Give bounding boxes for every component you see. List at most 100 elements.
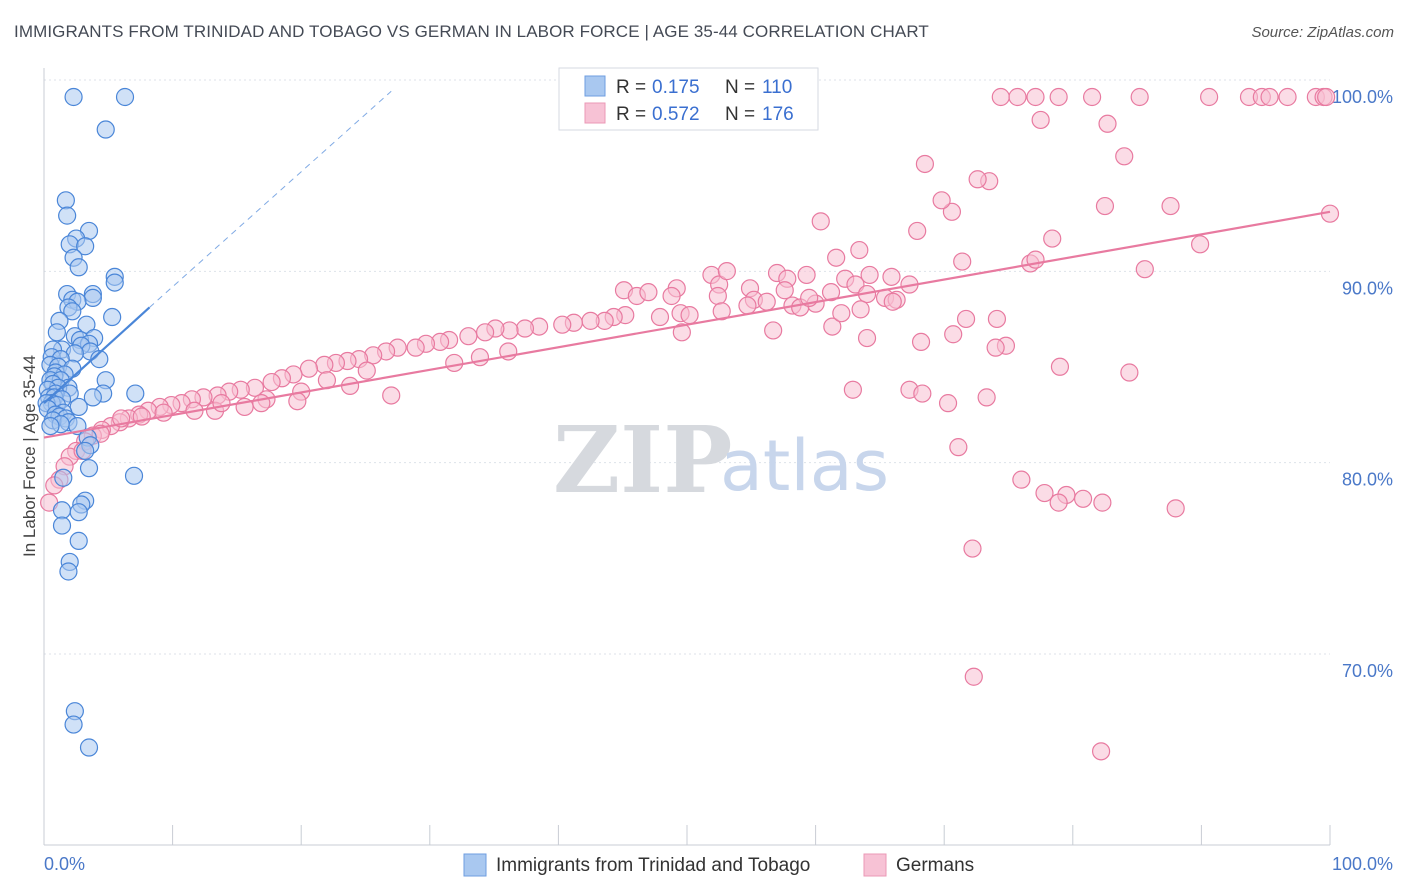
y-tick-label-90: 90.0% bbox=[1342, 278, 1393, 298]
germans-point bbox=[382, 386, 401, 405]
germans-point bbox=[738, 296, 757, 315]
germans-point bbox=[1073, 489, 1093, 508]
germans-point bbox=[911, 332, 931, 352]
germans-point bbox=[288, 392, 307, 411]
y-tick-label-80: 80.0% bbox=[1342, 470, 1393, 490]
bottom-legend-swatch-blue bbox=[463, 853, 487, 877]
germans-point bbox=[827, 248, 846, 267]
germans-point bbox=[882, 267, 901, 286]
germans-point bbox=[1200, 87, 1219, 107]
germans-point bbox=[1120, 363, 1139, 382]
trinidad-point bbox=[83, 288, 102, 307]
trinidad-point bbox=[69, 503, 88, 522]
germans-point bbox=[963, 539, 982, 558]
x-tick-label-min: 0.0% bbox=[44, 854, 85, 874]
germans-point bbox=[1115, 147, 1134, 166]
germans-point bbox=[1050, 357, 1070, 376]
y-tick-labels: 70.0% 80.0% 90.0% 100.0% bbox=[1332, 87, 1393, 681]
germans-point bbox=[956, 309, 976, 329]
trend-line-trinidad bbox=[43, 306, 151, 404]
germans-point bbox=[860, 265, 879, 285]
bottom-legend-swatch-pink bbox=[863, 853, 887, 877]
germans-point bbox=[1043, 229, 1062, 248]
germans-point bbox=[908, 221, 927, 241]
germans-point bbox=[944, 325, 963, 344]
legend-swatch-blue bbox=[584, 75, 606, 97]
trinidad-point bbox=[77, 315, 96, 334]
germans-point bbox=[832, 304, 851, 323]
germans-point bbox=[680, 306, 699, 325]
germans-point bbox=[932, 191, 951, 210]
germans-point bbox=[1093, 493, 1112, 512]
trinidad-point bbox=[52, 501, 72, 520]
germans-point bbox=[672, 323, 691, 342]
legend-n-label-blue: N = bbox=[725, 77, 755, 98]
trinidad-point bbox=[59, 562, 78, 581]
legend-r-label-pink: R = bbox=[616, 104, 646, 125]
trinidad-point bbox=[76, 237, 95, 256]
germans-point bbox=[857, 328, 877, 348]
germans-point bbox=[757, 292, 776, 311]
germans-point bbox=[1095, 196, 1115, 216]
germans-point bbox=[843, 380, 862, 399]
germans-point bbox=[712, 302, 731, 321]
trinidad-point bbox=[90, 350, 109, 369]
germans-point bbox=[662, 286, 681, 306]
trend-line-trinidad-extension bbox=[149, 90, 392, 308]
legend-n-label-pink: N = bbox=[725, 104, 755, 125]
germans-point bbox=[717, 262, 736, 281]
germans-point bbox=[262, 372, 281, 392]
germans-point bbox=[639, 283, 658, 302]
germans-point bbox=[475, 323, 495, 342]
trinidad-point bbox=[69, 531, 88, 550]
germans-point bbox=[1049, 493, 1068, 512]
germans-point bbox=[650, 307, 670, 327]
trinidad-point bbox=[124, 466, 144, 485]
stats-legend: R = 0.175 N = 110 R = 0.572 N = 176 bbox=[558, 67, 819, 131]
germans-point bbox=[964, 667, 983, 686]
germans-point bbox=[977, 388, 996, 407]
germans-point bbox=[1031, 110, 1050, 130]
germans-point bbox=[764, 321, 783, 340]
germans-point bbox=[953, 252, 972, 271]
trinidad-point bbox=[54, 468, 73, 487]
germans-point bbox=[553, 315, 572, 334]
trinidad-point bbox=[83, 388, 102, 407]
germans-point bbox=[445, 353, 464, 373]
germans-point bbox=[949, 438, 968, 457]
germans-point bbox=[915, 154, 935, 174]
germans-point bbox=[1191, 235, 1210, 254]
germans-point bbox=[938, 394, 958, 413]
germans-point bbox=[1317, 87, 1336, 107]
germans-point bbox=[1278, 87, 1297, 107]
germans-point bbox=[459, 327, 478, 346]
germans-point bbox=[1130, 87, 1149, 107]
y-axis-label: In Labor Force | Age 35-44 bbox=[20, 355, 39, 557]
germans-point bbox=[987, 309, 1007, 329]
y-tick-label-70: 70.0% bbox=[1342, 661, 1393, 681]
trinidad-point bbox=[56, 191, 75, 210]
y-tick-label-100: 100.0% bbox=[1332, 87, 1393, 107]
germans-point bbox=[1026, 87, 1045, 107]
germans-point bbox=[821, 283, 841, 302]
trinidad-point bbox=[79, 738, 99, 757]
trinidad-point bbox=[64, 715, 83, 734]
gridlines bbox=[44, 79, 1330, 655]
trinidad-point bbox=[96, 120, 115, 139]
germans-point bbox=[1049, 87, 1068, 107]
germans-point bbox=[823, 317, 842, 336]
bottom-legend-label-pink: Germans bbox=[896, 855, 974, 876]
trinidad-point bbox=[126, 384, 145, 403]
germans-point bbox=[212, 394, 231, 413]
germans-point bbox=[797, 265, 816, 285]
germans-point bbox=[299, 359, 319, 378]
germans-point bbox=[581, 311, 600, 330]
trinidad-point bbox=[47, 323, 66, 342]
chart-title: IMMIGRANTS FROM TRINIDAD AND TOBAGO VS G… bbox=[14, 22, 929, 41]
germans-point bbox=[315, 355, 334, 374]
legend-n-value-pink: 176 bbox=[762, 104, 794, 125]
germans-point bbox=[811, 212, 830, 231]
trinidad-point bbox=[41, 416, 60, 436]
trinidad-point bbox=[63, 302, 82, 321]
germans-point bbox=[1166, 499, 1185, 518]
